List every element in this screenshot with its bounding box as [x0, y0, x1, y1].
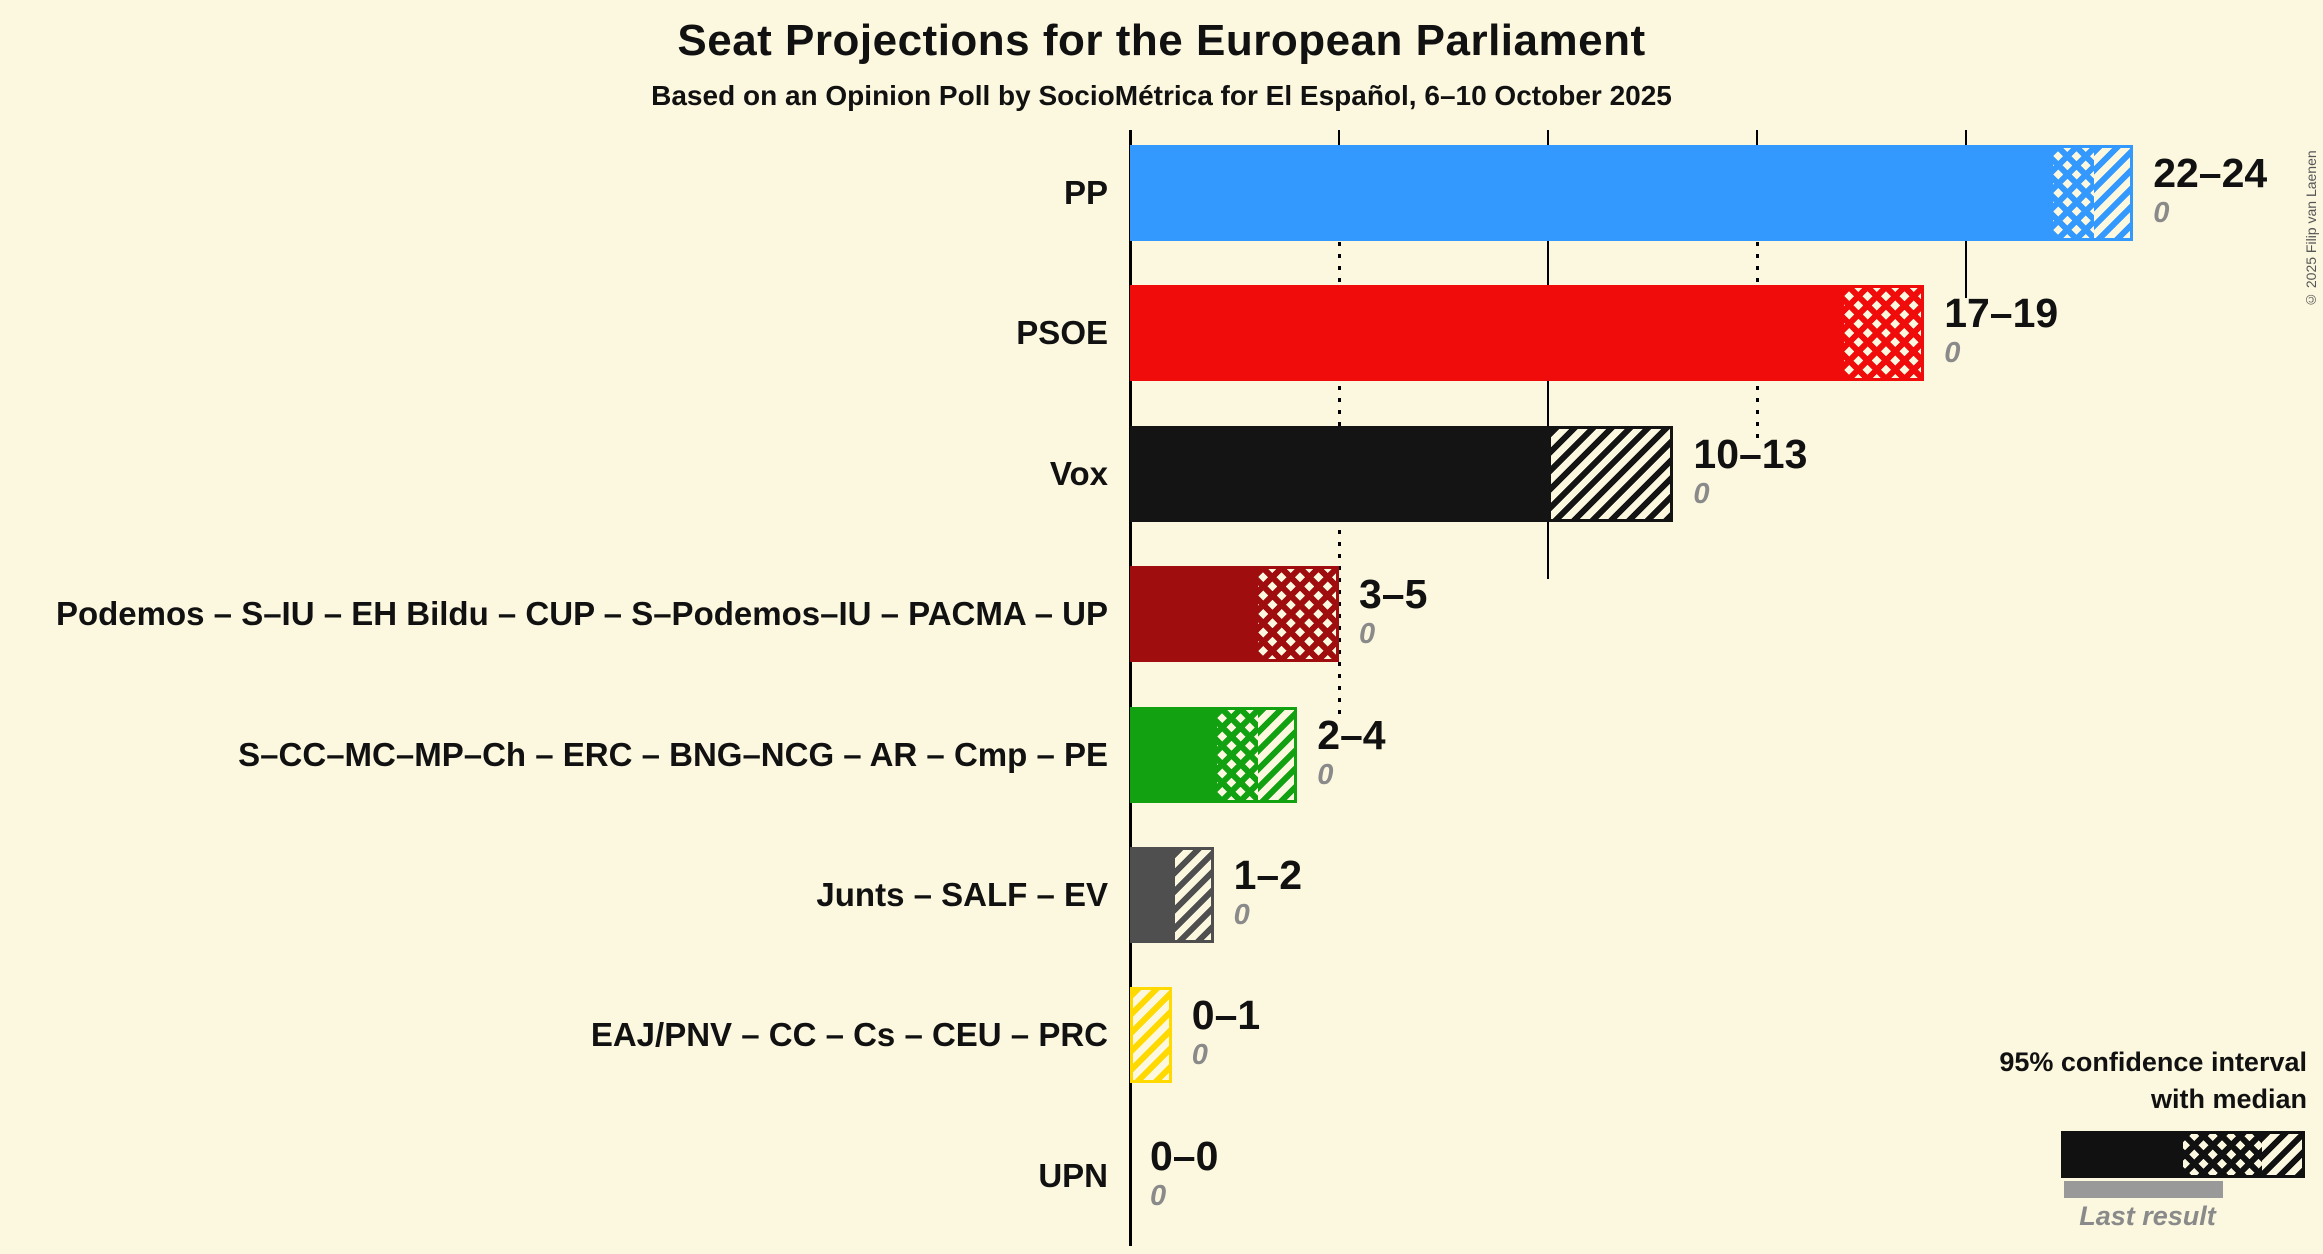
- last-result-value: 0: [2153, 197, 2170, 229]
- gridline-tick-5: [1338, 130, 1340, 146]
- bar-solid-segment: [1133, 569, 1259, 660]
- legend-title: 95% confidence interval with median: [1999, 1044, 2307, 1118]
- legend-ci-line2: with median: [2150, 1084, 2307, 1114]
- seat-range-label: 17–19: [1944, 290, 2059, 337]
- bar-solid-segment: [1133, 148, 2053, 238]
- last-result-value: 0: [1191, 1039, 1208, 1072]
- bar-crosshatch-segment: [1258, 569, 1336, 660]
- party-label: Junts – SALF – EV: [816, 876, 1108, 913]
- value-label: 1–2 0: [1234, 853, 1302, 930]
- last-result-value: 0: [1233, 899, 1250, 931]
- y-axis: [1129, 130, 1132, 1246]
- seat-bar: [1130, 285, 1925, 382]
- last-result-value: 0: [1359, 618, 1376, 651]
- seat-bar: [1130, 987, 1172, 1084]
- value-label: 22–24 0: [2153, 151, 2267, 228]
- seat-bar: [1130, 425, 1674, 522]
- party-label: EAJ/PNV – CC – Cs – CEU – PRC: [590, 1016, 1108, 1054]
- bar-solid-segment: [1133, 288, 1844, 379]
- copyright-text: © 2025 Filip van Laenen: [2303, 150, 2319, 308]
- seat-range-label: 0–1: [1191, 992, 1261, 1039]
- bar-crosshatch-segment: [1843, 288, 1922, 379]
- bar-crosshatch-segment: [1216, 709, 1259, 800]
- bar-solid-segment: [1133, 428, 1551, 519]
- bar-diagonal-segment: [1551, 428, 1671, 519]
- seat-range-label: 1–2: [1233, 852, 1303, 898]
- seat-bar: [1130, 847, 1214, 943]
- seat-bar: [1130, 145, 2134, 241]
- legend-ci-lower-segment: [2064, 1134, 2183, 1175]
- legend-ci-median-segment: [2183, 1134, 2262, 1175]
- value-label: 10–13 0: [1693, 432, 1807, 509]
- bar-crosshatch-segment: [2052, 148, 2095, 238]
- value-label: 2–4 0: [1317, 713, 1385, 790]
- seat-bar: [1130, 706, 1298, 803]
- value-label: 17–19 0: [1944, 291, 2058, 368]
- seat-range-label: 22–24: [2153, 150, 2268, 196]
- legend-ci-upper-segment: [2261, 1134, 2302, 1175]
- last-result-value: 0: [1317, 758, 1334, 791]
- party-label: UPN: [1038, 1156, 1108, 1194]
- bar-diagonal-segment: [2094, 148, 2131, 238]
- chart-title: Seat Projections for the European Parlia…: [677, 16, 1646, 65]
- seat-range-label: 0–0: [1150, 1132, 1219, 1179]
- bar-diagonal-segment: [1133, 990, 1169, 1081]
- legend-last-result-label: Last result: [2079, 1201, 2216, 1231]
- party-label: Podemos – S–IU – EH Bildu – CUP – S–Pode…: [55, 595, 1108, 633]
- bar-solid-segment: [1133, 709, 1217, 800]
- value-label: 3–5 0: [1359, 572, 1427, 649]
- legend-last-result-bar: [2064, 1181, 2223, 1198]
- value-label: 0–1 0: [1192, 993, 1260, 1070]
- bar-diagonal-segment: [1258, 709, 1295, 800]
- last-result-value: 0: [1150, 1179, 1167, 1212]
- seat-bar: [1130, 566, 1339, 663]
- last-result-value: 0: [1944, 337, 1961, 370]
- bar-solid-segment: [1133, 850, 1175, 940]
- gridline-tick-15: [1756, 130, 1758, 146]
- legend-ci-line1: 95% confidence interval: [1999, 1047, 2307, 1077]
- party-label: PSOE: [1016, 314, 1108, 352]
- bar-diagonal-segment: [1174, 850, 1211, 940]
- value-label: 0–0 0: [1150, 1134, 1218, 1211]
- chart-subtitle: Based on an Opinion Poll by SocioMétrica…: [651, 80, 1672, 111]
- party-label: PP: [1063, 174, 1108, 211]
- seat-range-label: 2–4: [1317, 711, 1386, 758]
- seat-range-label: 3–5: [1359, 571, 1428, 618]
- party-label: Vox: [1049, 454, 1108, 492]
- party-label: S–CC–MC–MP–Ch – ERC – BNG–NCG – AR – Cmp…: [238, 735, 1108, 773]
- last-result-value: 0: [1693, 477, 1710, 510]
- seat-range-label: 10–13: [1693, 430, 1808, 477]
- legend-sample-bar: [2061, 1131, 2305, 1178]
